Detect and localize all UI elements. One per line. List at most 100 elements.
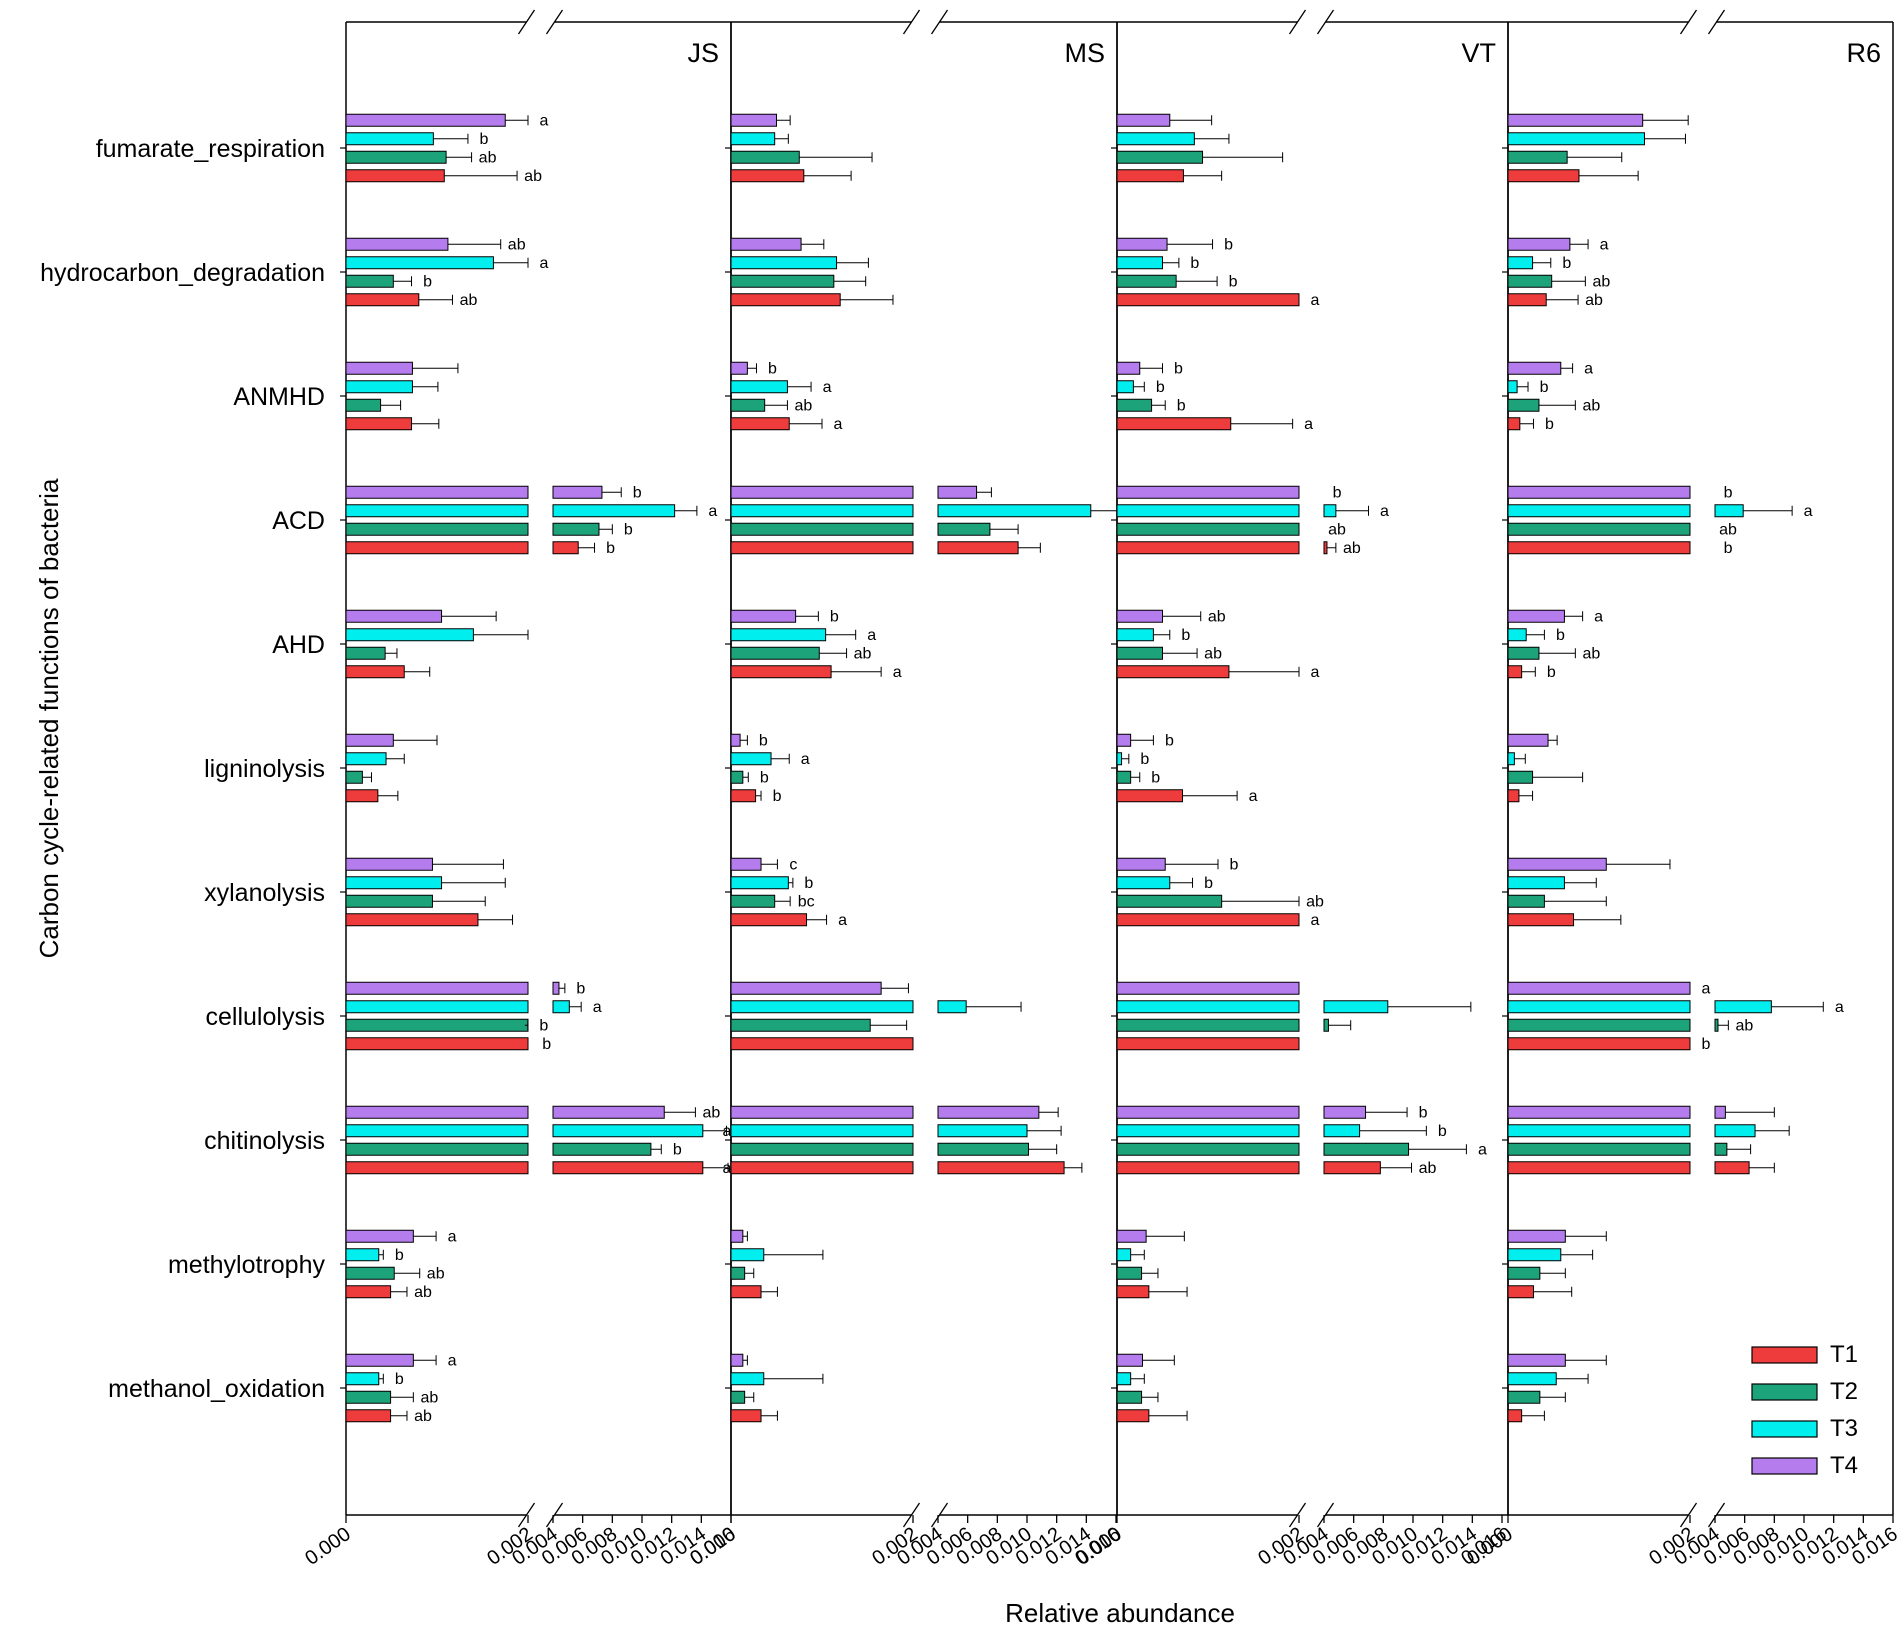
bar-T4 [730, 857, 762, 871]
significance-letter-T4: b [1333, 484, 1342, 501]
bar-T2-upper [1714, 1018, 1719, 1032]
bar-T2 [1507, 398, 1540, 412]
bar-T3-upper [1714, 1000, 1772, 1014]
bar-T3-upper [937, 1124, 1028, 1138]
significance-letter-T3: b [1190, 255, 1199, 272]
bar-T2-upper [1323, 1142, 1410, 1156]
bar-T4 [1507, 485, 1691, 499]
bar-T2 [730, 150, 800, 164]
category-label-methylotrophy: methylotrophy [168, 1251, 326, 1279]
significance-letter-T1: a [723, 1160, 732, 1177]
bar-T4 [345, 733, 394, 747]
bar-T2 [730, 1390, 746, 1404]
bar-T1 [1116, 417, 1232, 431]
bar-T1-upper [552, 541, 579, 555]
significance-letter-T3: a [593, 999, 602, 1016]
bar-T3 [1507, 1248, 1562, 1262]
bar-T1 [1507, 913, 1575, 927]
bar-T2-upper [552, 522, 600, 536]
bar-T2 [1507, 1266, 1541, 1280]
category-label-AHD: AHD [272, 631, 325, 659]
panel-title-JS: JS [687, 38, 719, 68]
significance-letter-T1: b [606, 540, 615, 557]
bar-T2 [730, 1266, 746, 1280]
bar-T1 [1507, 1409, 1523, 1423]
bar-T1 [345, 1409, 392, 1423]
significance-letter-T3: b [1540, 379, 1549, 396]
bar-T4 [1507, 981, 1691, 995]
panel-JS: JS0.000 0.0020.0040.0060.0080.0100.0120.0… [301, 9, 740, 1570]
bar-T1 [345, 1037, 529, 1051]
bar-T1-upper [1323, 541, 1328, 555]
bar-T4 [345, 981, 529, 995]
bar-T2 [1116, 274, 1177, 288]
axis-break-mark [902, 9, 921, 35]
bar-T3 [345, 876, 443, 890]
bar-T1 [730, 1285, 762, 1299]
bar-T3-upper [1323, 504, 1337, 518]
bar-T3 [1116, 752, 1123, 766]
significance-letter-T1: ab [414, 1408, 432, 1425]
bar-T3 [730, 1124, 914, 1138]
bar-T3 [1116, 132, 1195, 146]
bar-T4 [1507, 733, 1549, 747]
bar-T3-upper [1714, 1124, 1756, 1138]
category-label-cellulolysis: cellulolysis [206, 1003, 325, 1031]
bar-T4-upper [937, 485, 978, 499]
bar-T3 [730, 1372, 765, 1386]
bar-T3 [345, 132, 434, 146]
bar-T1 [345, 1161, 529, 1175]
significance-letter-T2: ab [479, 149, 497, 166]
bar-T3 [730, 752, 772, 766]
axis-break-mark [1679, 9, 1698, 35]
bar-T4 [730, 485, 914, 499]
significance-letter-T4: b [830, 608, 839, 625]
bar-T3 [1507, 132, 1645, 146]
category-label-ANMHD: ANMHD [233, 383, 325, 411]
bar-T1 [1116, 1285, 1150, 1299]
bar-T4 [345, 485, 529, 499]
bar-T1 [1507, 789, 1520, 803]
axis-break-mark [902, 1502, 921, 1528]
bar-T4 [1116, 981, 1300, 995]
bar-T3 [1116, 256, 1163, 270]
bar-T3 [1507, 380, 1518, 394]
significance-letter-T2: b [760, 769, 769, 786]
bar-T2 [1507, 274, 1553, 288]
axis-break-mark [545, 9, 564, 35]
bar-T2-upper [937, 1142, 1029, 1156]
significance-letter-T3: a [1804, 503, 1813, 520]
bar-T3 [345, 1248, 380, 1262]
bar-T3-upper [937, 504, 1092, 518]
bar-T4 [345, 237, 449, 251]
bar-T3-upper [552, 504, 676, 518]
bar-T2 [1507, 150, 1568, 164]
bar-T4 [345, 857, 433, 871]
bar-T2 [730, 894, 776, 908]
bar-T2-upper [552, 1142, 652, 1156]
panel-VT: VT0.000 0.0020.0040.0060.0080.0100.0120.0… [1072, 9, 1511, 1570]
bar-T1 [1116, 1161, 1300, 1175]
significance-letter-T4: a [448, 1228, 457, 1245]
bar-T3 [1116, 1248, 1132, 1262]
bar-T1 [1116, 789, 1184, 803]
bar-T3 [1116, 1124, 1300, 1138]
bar-T1-upper [937, 541, 1019, 555]
significance-letter-T3: a [1380, 503, 1389, 520]
significance-letter-T1: b [773, 788, 782, 805]
significance-letter-T4: c [789, 856, 797, 873]
significance-letter-T2: b [1229, 273, 1238, 290]
bar-T2 [1116, 1266, 1143, 1280]
significance-letter-T4: b [759, 732, 768, 749]
significance-letter-T2: b [539, 1017, 548, 1034]
panel-R6: R60.000 0.0020.0040.0060.0080.0100.0120.0… [1463, 9, 1902, 1570]
significance-letter-T4: ab [508, 236, 526, 253]
significance-letter-T3: a [708, 503, 717, 520]
bar-T4 [1116, 237, 1168, 251]
axis-break-mark [930, 1502, 949, 1528]
significance-letter-T2: a [1478, 1141, 1487, 1158]
bar-T1 [1116, 1409, 1150, 1423]
axis-break-mark [1707, 1502, 1726, 1528]
bar-T3 [1116, 1372, 1132, 1386]
significance-letter-T2: ab [1204, 645, 1222, 662]
